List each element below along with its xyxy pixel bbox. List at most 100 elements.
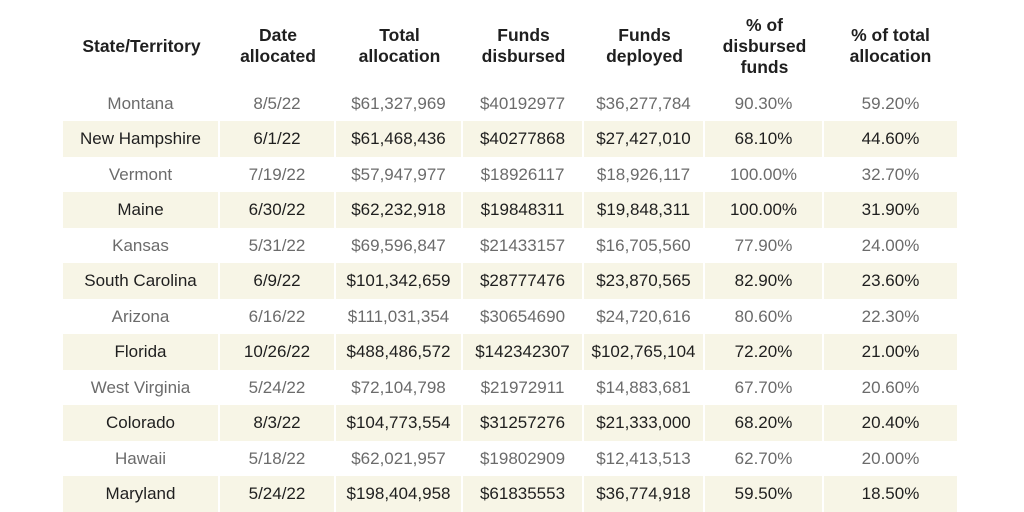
cell-state: Kansas	[63, 228, 220, 263]
header-pct-disbursed-line2: disbursed	[722, 35, 807, 56]
cell-funds-disbursed: $21972911	[463, 370, 584, 405]
cell-total-allocation: $62,021,957	[336, 441, 463, 476]
header-date-line1: Date	[259, 25, 297, 45]
cell-funds-deployed: $14,883,681	[584, 370, 705, 405]
cell-pct-total: 32.70%	[824, 157, 957, 192]
header-disbursed-line2: disbursed	[481, 46, 566, 66]
cell-date-allocated: 6/16/22	[220, 299, 336, 334]
cell-total-allocation: $72,104,798	[336, 370, 463, 405]
cell-pct-disbursed: 68.20%	[705, 405, 824, 441]
cell-pct-disbursed: 68.10%	[705, 121, 824, 157]
cell-funds-deployed: $24,720,616	[584, 299, 705, 334]
cell-total-allocation: $101,342,659	[336, 263, 463, 299]
cell-state: West Virginia	[63, 370, 220, 405]
cell-date-allocated: 8/5/22	[220, 86, 336, 121]
header-disbursed-line1: Funds	[497, 25, 550, 45]
cell-state: Colorado	[63, 405, 220, 441]
cell-funds-deployed: $18,926,117	[584, 157, 705, 192]
table-row: New Hampshire 6/1/22 $61,468,436 $40277868 $…	[63, 121, 957, 157]
cell-pct-total: 20.60%	[824, 370, 957, 405]
cell-pct-total: 59.20%	[824, 86, 957, 121]
table-row: Montana 8/5/22 $61,327,969 $40192977 $36,277…	[63, 86, 957, 121]
header-deployed-line1: Funds	[618, 25, 671, 45]
header-date: Date allocated	[220, 0, 336, 86]
cell-state: South Carolina	[63, 263, 220, 299]
cell-total-allocation: $61,468,436	[336, 121, 463, 157]
cell-pct-total: 31.90%	[824, 192, 957, 228]
cell-funds-deployed: $36,277,784	[584, 86, 705, 121]
cell-funds-disbursed: $31257276	[463, 405, 584, 441]
cell-date-allocated: 6/9/22	[220, 263, 336, 299]
cell-funds-disbursed: $142342307	[463, 334, 584, 370]
cell-pct-disbursed: 59.50%	[705, 476, 824, 512]
header-deployed-line2: deployed	[606, 46, 683, 66]
cell-funds-deployed: $21,333,000	[584, 405, 705, 441]
table-row: Arizona 6/16/22 $111,031,354 $30654690 $24,7…	[63, 299, 957, 334]
cell-total-allocation: $111,031,354	[336, 299, 463, 334]
cell-total-allocation: $69,596,847	[336, 228, 463, 263]
cell-funds-disbursed: $40277868	[463, 121, 584, 157]
header-pct-disbursed: % of disbursed funds	[705, 0, 824, 86]
cell-pct-disbursed: 100.00%	[705, 157, 824, 192]
cell-date-allocated: 5/24/22	[220, 370, 336, 405]
cell-total-allocation: $198,404,958	[336, 476, 463, 512]
cell-funds-deployed: $27,427,010	[584, 121, 705, 157]
cell-funds-deployed: $102,765,104	[584, 334, 705, 370]
table-row: Colorado 8/3/22 $104,773,554 $31257276 $21,3…	[63, 405, 957, 441]
header-pct-disbursed-line1: % of	[746, 14, 783, 35]
cell-date-allocated: 6/1/22	[220, 121, 336, 157]
table-row: West Virginia 5/24/22 $72,104,798 $21972911…	[63, 370, 957, 405]
cell-state: Maine	[63, 192, 220, 228]
cell-funds-deployed: $19,848,311	[584, 192, 705, 228]
cell-pct-total: 21.00%	[824, 334, 957, 370]
cell-total-allocation: $104,773,554	[336, 405, 463, 441]
cell-pct-disbursed: 67.70%	[705, 370, 824, 405]
cell-pct-disbursed: 80.60%	[705, 299, 824, 334]
cell-state: New Hampshire	[63, 121, 220, 157]
cell-funds-disbursed: $19802909	[463, 441, 584, 476]
table-row: Maine 6/30/22 $62,232,918 $19848311 $19,848,…	[63, 192, 957, 228]
cell-pct-disbursed: 90.30%	[705, 86, 824, 121]
cell-pct-total: 20.40%	[824, 405, 957, 441]
cell-pct-total: 18.50%	[824, 476, 957, 512]
cell-state: Montana	[63, 86, 220, 121]
cell-funds-deployed: $23,870,565	[584, 263, 705, 299]
cell-date-allocated: 8/3/22	[220, 405, 336, 441]
header-deployed: Funds deployed	[584, 0, 705, 86]
cell-pct-total: 20.00%	[824, 441, 957, 476]
header-state: State/Territory	[63, 0, 220, 86]
header-date-line2: allocated	[240, 46, 316, 66]
header-total-line1: Total	[379, 25, 420, 45]
header-pct-total-line2: allocation	[849, 46, 932, 66]
cell-date-allocated: 5/24/22	[220, 476, 336, 512]
header-pct-disbursed-line3: funds	[740, 56, 789, 77]
cell-funds-deployed: $16,705,560	[584, 228, 705, 263]
table-row: Maryland 5/24/22 $198,404,958 $61835553 $36,…	[63, 476, 957, 512]
table-row: Vermont 7/19/22 $57,947,977 $18926117 $18,92…	[63, 157, 957, 192]
table-row: Hawaii 5/18/22 $62,021,957 $19802909 $12,413…	[63, 441, 957, 476]
cell-date-allocated: 6/30/22	[220, 192, 336, 228]
cell-pct-disbursed: 77.90%	[705, 228, 824, 263]
cell-total-allocation: $57,947,977	[336, 157, 463, 192]
cell-state: Maryland	[63, 476, 220, 512]
cell-total-allocation: $61,327,969	[336, 86, 463, 121]
cell-pct-disbursed: 72.20%	[705, 334, 824, 370]
cell-pct-total: 22.30%	[824, 299, 957, 334]
cell-total-allocation: $62,232,918	[336, 192, 463, 228]
header-pct-total-line1: % of total	[851, 25, 930, 45]
cell-pct-total: 44.60%	[824, 121, 957, 157]
cell-date-allocated: 7/19/22	[220, 157, 336, 192]
cell-state: Vermont	[63, 157, 220, 192]
cell-funds-deployed: $36,774,918	[584, 476, 705, 512]
cell-funds-deployed: $12,413,513	[584, 441, 705, 476]
cell-funds-disbursed: $30654690	[463, 299, 584, 334]
cell-funds-disbursed: $21433157	[463, 228, 584, 263]
cell-date-allocated: 5/18/22	[220, 441, 336, 476]
cell-pct-disbursed: 100.00%	[705, 192, 824, 228]
table-row: Florida 10/26/22 $488,486,572 $142342307 $10…	[63, 334, 957, 370]
header-pct-total: % of total allocation	[824, 0, 957, 86]
allocation-table-container: State/Territory Date allocated Total all…	[63, 0, 957, 512]
cell-pct-total: 23.60%	[824, 263, 957, 299]
header-disbursed: Funds disbursed	[463, 0, 584, 86]
cell-funds-disbursed: $18926117	[463, 157, 584, 192]
